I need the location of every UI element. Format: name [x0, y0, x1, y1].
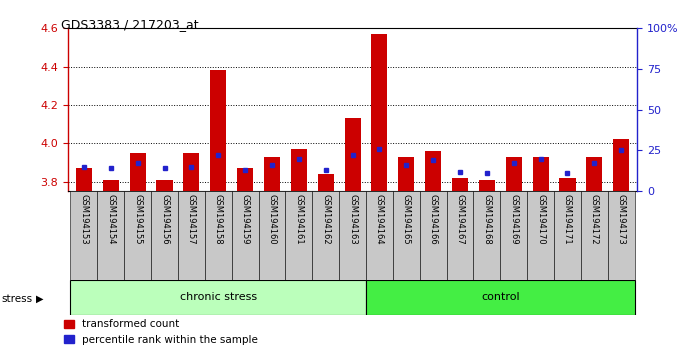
- Text: GSM194159: GSM194159: [241, 194, 250, 244]
- Bar: [183, 153, 199, 191]
- Bar: [527, 191, 554, 280]
- Bar: [344, 118, 361, 191]
- Text: GSM194158: GSM194158: [214, 194, 223, 245]
- Bar: [366, 191, 393, 280]
- Bar: [71, 280, 366, 315]
- Bar: [129, 153, 146, 191]
- Bar: [559, 178, 576, 191]
- Bar: [398, 157, 414, 191]
- Bar: [479, 180, 495, 191]
- Bar: [586, 157, 602, 191]
- Bar: [285, 191, 313, 280]
- Text: GDS3383 / 217203_at: GDS3383 / 217203_at: [61, 18, 199, 31]
- Bar: [210, 70, 226, 191]
- Text: GSM194172: GSM194172: [590, 194, 599, 245]
- Bar: [76, 168, 92, 191]
- Bar: [581, 191, 607, 280]
- Bar: [313, 191, 339, 280]
- Bar: [447, 191, 473, 280]
- Text: GSM194161: GSM194161: [294, 194, 303, 245]
- Bar: [500, 191, 527, 280]
- Bar: [452, 178, 468, 191]
- Bar: [124, 191, 151, 280]
- Text: GSM194171: GSM194171: [563, 194, 572, 245]
- Bar: [532, 157, 549, 191]
- Bar: [103, 180, 119, 191]
- Text: GSM194167: GSM194167: [456, 194, 464, 245]
- Bar: [291, 149, 307, 191]
- Bar: [151, 191, 178, 280]
- Text: GSM194156: GSM194156: [160, 194, 169, 245]
- Text: GSM194168: GSM194168: [482, 194, 492, 245]
- Bar: [98, 191, 124, 280]
- Text: stress: stress: [1, 294, 33, 304]
- Bar: [258, 191, 285, 280]
- Bar: [506, 157, 522, 191]
- Text: GSM194162: GSM194162: [321, 194, 330, 245]
- Text: control: control: [481, 292, 519, 302]
- Text: ▶: ▶: [36, 294, 43, 304]
- Bar: [339, 191, 366, 280]
- Bar: [205, 191, 232, 280]
- Text: chronic stress: chronic stress: [180, 292, 257, 302]
- Text: GSM194173: GSM194173: [617, 194, 626, 245]
- Bar: [178, 191, 205, 280]
- Text: GSM194170: GSM194170: [536, 194, 545, 245]
- Bar: [420, 191, 447, 280]
- Bar: [71, 191, 98, 280]
- Bar: [554, 191, 581, 280]
- Bar: [607, 191, 635, 280]
- Text: GSM194154: GSM194154: [106, 194, 115, 244]
- Bar: [264, 157, 280, 191]
- Text: GSM194166: GSM194166: [428, 194, 438, 245]
- Text: GSM194164: GSM194164: [375, 194, 384, 245]
- Bar: [372, 34, 388, 191]
- Bar: [232, 191, 258, 280]
- Text: GSM194169: GSM194169: [509, 194, 518, 245]
- Bar: [157, 180, 173, 191]
- Bar: [237, 168, 253, 191]
- Bar: [366, 280, 635, 315]
- Text: GSM194153: GSM194153: [79, 194, 88, 245]
- Bar: [473, 191, 500, 280]
- Text: GSM194163: GSM194163: [348, 194, 357, 245]
- Bar: [317, 174, 334, 191]
- Text: GSM194160: GSM194160: [267, 194, 277, 245]
- Bar: [393, 191, 420, 280]
- Text: GSM194155: GSM194155: [133, 194, 142, 244]
- Text: GSM194165: GSM194165: [402, 194, 411, 245]
- Legend: transformed count, percentile rank within the sample: transformed count, percentile rank withi…: [60, 315, 262, 349]
- Text: GSM194157: GSM194157: [187, 194, 196, 245]
- Bar: [613, 139, 629, 191]
- Bar: [425, 151, 441, 191]
